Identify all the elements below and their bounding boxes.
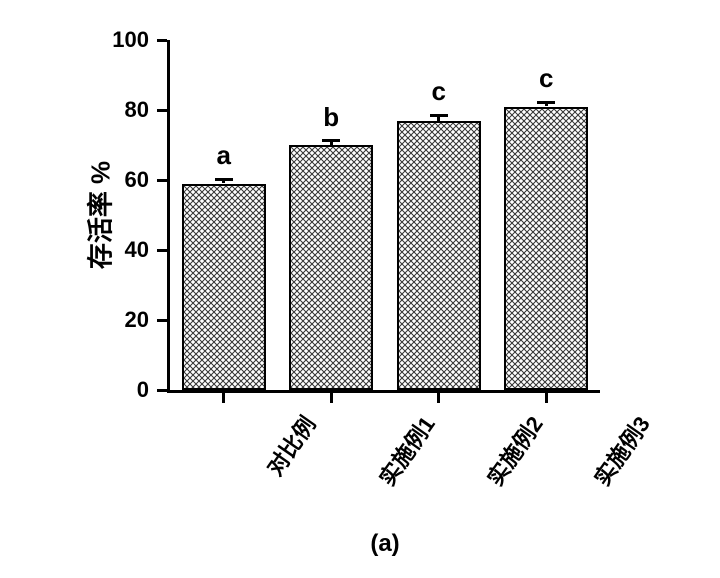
xtick: [437, 393, 440, 403]
ytick: [157, 319, 167, 322]
bar: [397, 121, 481, 391]
xtick-label: 实施例3: [586, 409, 657, 491]
error-cap: [215, 178, 233, 181]
xtick: [222, 393, 225, 403]
ytick-label: 80: [0, 97, 149, 123]
xtick: [330, 393, 333, 403]
bar: [182, 184, 266, 391]
ytick-label: 40: [0, 237, 149, 263]
xtick-label: 实施例2: [478, 409, 549, 491]
bar: [289, 145, 373, 390]
ytick: [157, 39, 167, 42]
bar-annotation: b: [323, 102, 339, 133]
bar-annotation: a: [217, 140, 231, 171]
bar-annotation: c: [539, 63, 553, 94]
ytick-label: 100: [0, 27, 149, 53]
xtick-label: 对比例: [258, 409, 322, 481]
error-cap: [430, 114, 448, 117]
xtick: [545, 393, 548, 403]
y-axis: [167, 40, 170, 393]
ytick: [157, 179, 167, 182]
ytick: [157, 249, 167, 252]
figure-caption: (a): [370, 530, 399, 558]
y-axis-label: 存活率 %: [81, 161, 118, 269]
ytick: [157, 389, 167, 392]
ytick-label: 0: [0, 377, 149, 403]
ytick: [157, 109, 167, 112]
chart-stage: 0 20 40 60 80 100 存活率 % a 对比例 b 实施例1 c 实施例2 c 实施例3 (a): [0, 0, 720, 578]
xtick-label: 实施例1: [371, 409, 442, 491]
error-cap: [537, 101, 555, 104]
x-axis: [167, 390, 600, 393]
ytick-label: 20: [0, 307, 149, 333]
error-cap: [322, 139, 340, 142]
bar: [504, 107, 588, 391]
ytick-label: 60: [0, 167, 149, 193]
bar-annotation: c: [432, 76, 446, 107]
